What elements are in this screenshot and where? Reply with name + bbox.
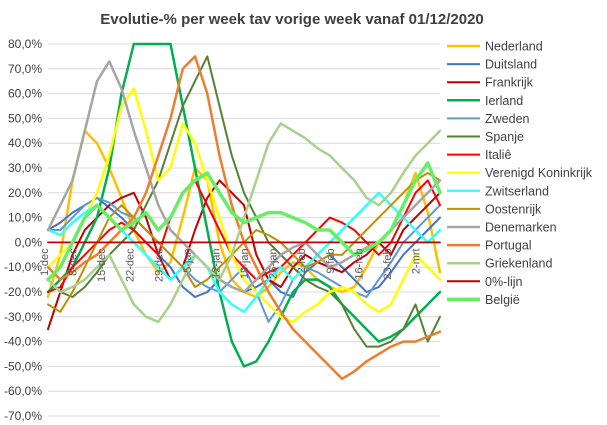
y-tick-label: 40,0% [8,136,42,150]
x-tick-label: 5-jan [182,248,194,272]
x-tick-label: 16-feb [353,248,365,279]
y-tick-label: 50,0% [8,111,42,125]
y-tick-label: 30,0% [8,161,42,175]
legend-label: Griekenland [485,257,552,271]
y-tick-label: -70,0% [4,409,42,423]
y-tick-label: 80,0% [8,37,42,51]
x-tick-label: 12-jan [211,248,223,279]
y-tick-label: 10,0% [8,211,42,225]
x-tick-label: 9-feb [325,248,337,273]
x-tick-label: 2-mrt [411,248,423,274]
legend-label: Frankrijk [485,76,534,90]
y-tick-label: 60,0% [8,87,42,101]
series-line [46,161,442,282]
y-axis-tick-labels: 80,0% 70,0% 60,0% 50,0% 40,0% 30,0% 20,0% 10,0%… [4,37,42,423]
x-tick-label: 29-dec [153,248,165,282]
legend-label: Verenigd Koninkrijk [485,166,593,180]
x-tick-label: 8-dec [68,248,80,276]
chart-title: Evolutie-% per week tav vorige week vana… [100,11,484,28]
series-line [47,55,441,348]
y-tick-label: -30,0% [4,310,42,324]
x-tick-label: 2-feb [296,248,308,273]
y-tick-label: -20,0% [4,285,42,299]
legend-label: Spanje [485,130,524,144]
legend-label: Ierland [485,94,523,108]
x-tick-label: 15-dec [96,248,108,282]
data-series [46,42,442,381]
legend-label: Zweden [485,112,530,126]
legend-label: Denemarken [485,221,557,235]
legend-label: Zwitserland [485,184,549,198]
legend-label: België [485,293,520,307]
legend-label: Portugal [485,239,532,253]
legend-label: 0%-lijn [485,275,523,289]
legend-label: Oostenrijk [485,202,542,216]
y-tick-label: -40,0% [4,335,42,349]
y-tick-label: -50,0% [4,359,42,373]
gridlines [48,43,440,417]
series-line [46,122,442,324]
y-tick-label: -60,0% [4,384,42,398]
series-line [47,179,441,293]
x-tick-label: 19-jan [239,248,251,279]
legend: Nederland Duitsland Frankrijk Ierland Zweden… [447,40,593,307]
y-tick-label: 70,0% [8,62,42,76]
legend-label: Italiê [485,148,511,162]
x-tick-label: 1-dec [39,248,51,276]
series-line [46,87,442,324]
y-tick-label: 0,0% [15,235,43,249]
legend-label: Nederland [485,40,543,54]
x-axis-tick-labels: 1-dec 8-dec 15-dec 22-dec 29-dec 5-jan 12-jan 1… [39,248,423,282]
y-tick-label: -10,0% [4,260,42,274]
y-tick-label: 20,0% [8,186,42,200]
legend-label: Duitsland [485,58,537,72]
x-tick-label: 23-feb [382,248,394,279]
x-tick-label: 26-jan [268,248,280,279]
x-tick-label: 22-dec [125,248,137,282]
